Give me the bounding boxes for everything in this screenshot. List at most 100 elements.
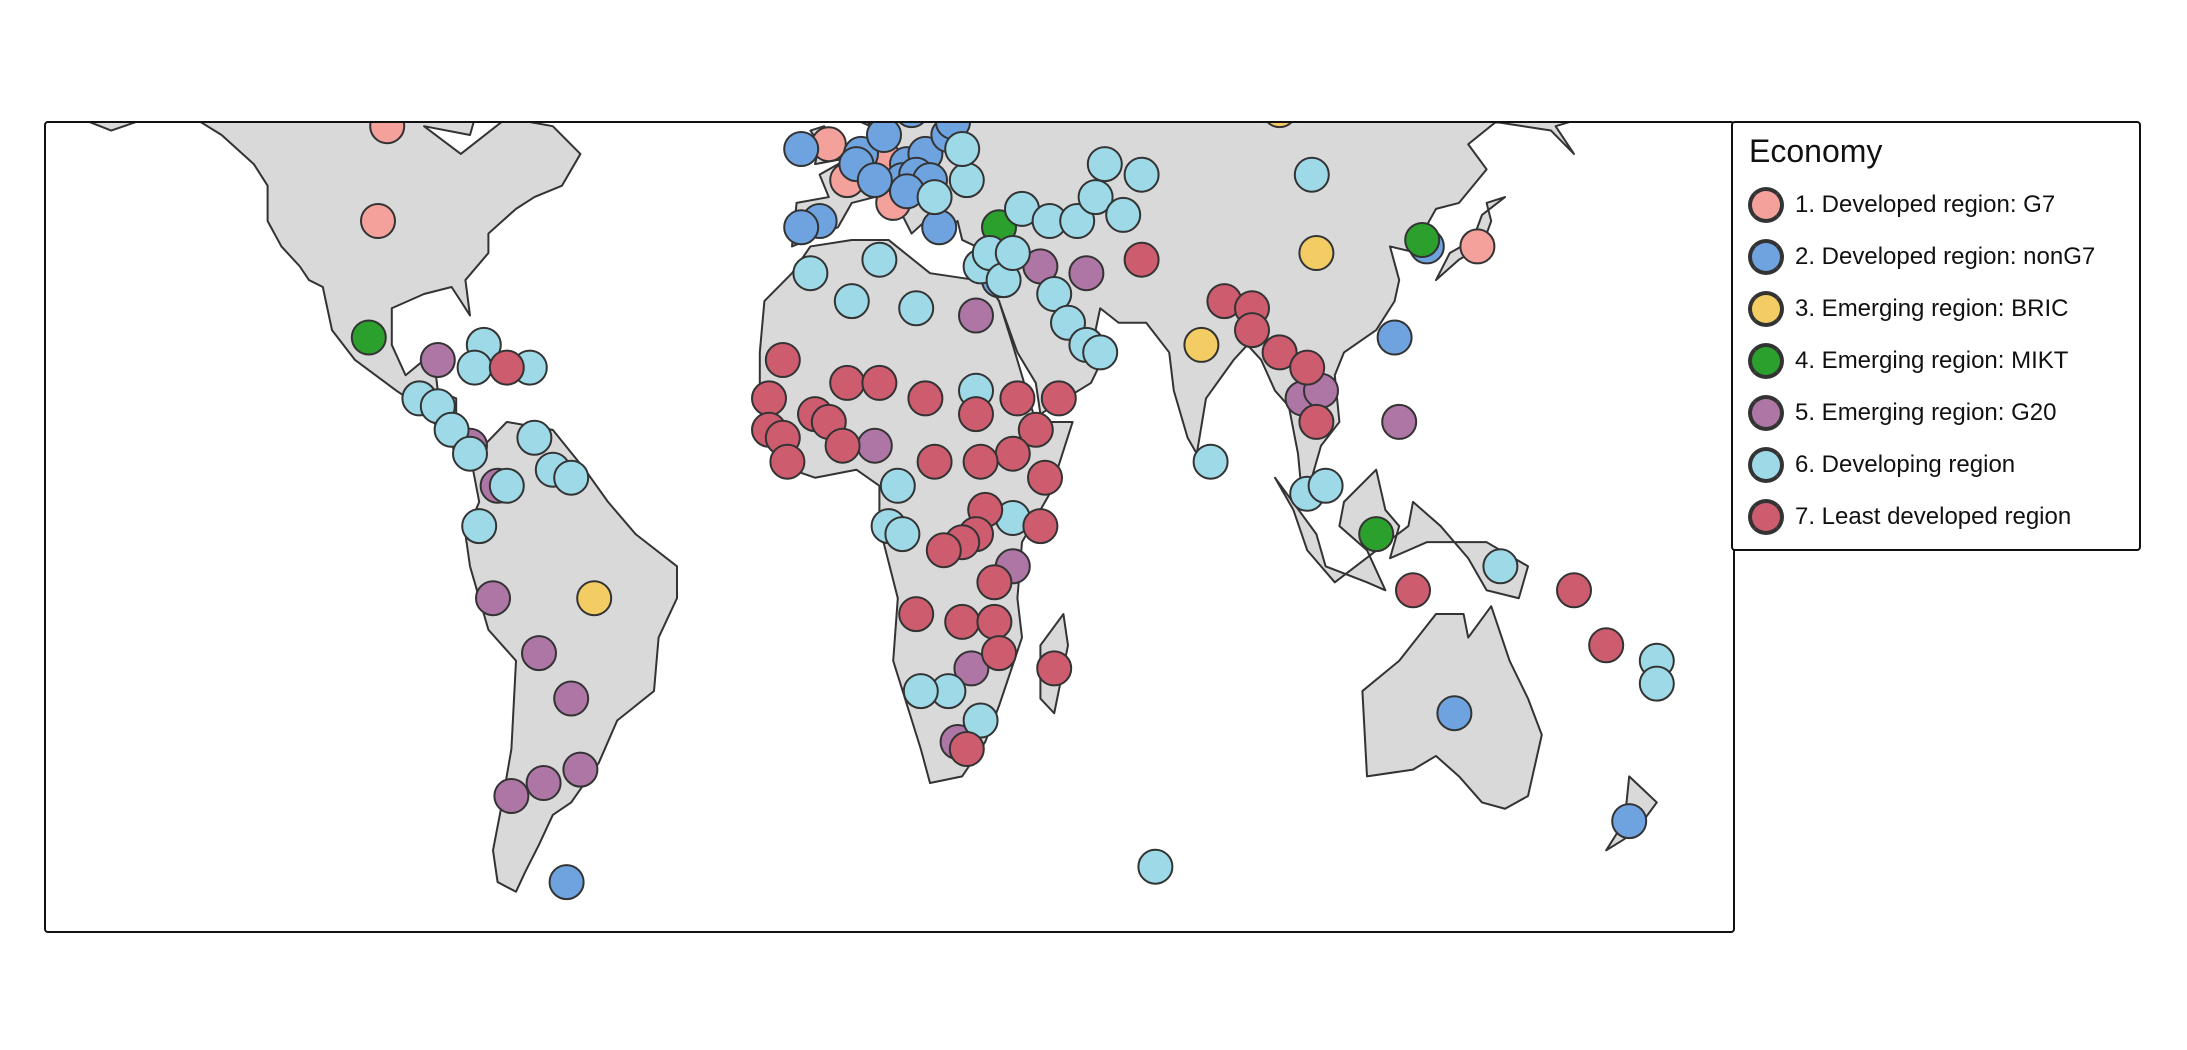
legend-item-6: 6. Developing region xyxy=(1745,445,2015,485)
legend-item-1: 1. Developed region: G7 xyxy=(1745,185,2055,225)
map-point-151 xyxy=(1395,572,1431,609)
map-point-50 xyxy=(493,778,530,814)
legend-label: 6. Developing region xyxy=(1795,451,2016,478)
map-point-68 xyxy=(516,419,553,456)
map-point-120 xyxy=(824,427,861,464)
map-point-47 xyxy=(553,680,590,717)
map-point-128 xyxy=(994,435,1031,472)
map-point-53 xyxy=(958,297,994,334)
map-point-126 xyxy=(999,380,1036,417)
legend-item-3: 3. Emerging region: BRIC xyxy=(1745,289,2068,329)
map-point-37 xyxy=(576,580,613,617)
map-point-40 xyxy=(1404,222,1441,258)
map-point-114 xyxy=(751,380,787,417)
map-point-93 xyxy=(1293,156,1330,193)
map-point-72 xyxy=(461,508,498,545)
map-point-140 xyxy=(981,635,1017,672)
map-point-85 xyxy=(994,235,1031,271)
map-point-89 xyxy=(1077,179,1114,216)
map-point-101 xyxy=(1192,443,1229,480)
legend-label: 2. Developed region: nonG7 xyxy=(1795,243,2096,270)
map-point-48 xyxy=(562,751,599,788)
map-point-10 xyxy=(899,123,925,129)
map-point-121 xyxy=(829,364,866,401)
map-point-122 xyxy=(861,364,898,401)
map-point-90 xyxy=(1105,196,1142,233)
map-point-139 xyxy=(976,603,1013,640)
map-point-65 xyxy=(433,411,470,448)
map-point-38 xyxy=(350,319,387,356)
legend-swatch-icon xyxy=(1745,444,1787,486)
map-point-97 xyxy=(1036,276,1073,312)
map-point-108 xyxy=(902,673,939,710)
map-point-0 xyxy=(369,123,406,145)
map-point-35 xyxy=(1298,235,1335,271)
map-point-142 xyxy=(1036,650,1073,687)
map-point-113 xyxy=(764,342,801,378)
map-point-71 xyxy=(553,459,590,496)
map-point-112 xyxy=(488,349,525,386)
map-point-78 xyxy=(879,467,916,504)
map-point-74 xyxy=(792,255,829,292)
map-point-103 xyxy=(1307,467,1344,504)
point-layer xyxy=(350,123,1675,901)
map-point-34 xyxy=(1267,123,1293,129)
map-point-6 xyxy=(1459,228,1496,265)
map-point-75 xyxy=(861,241,898,278)
map-point-45 xyxy=(475,580,511,617)
map-point-117 xyxy=(769,443,806,480)
map-point-144 xyxy=(1123,241,1160,278)
map-point-91 xyxy=(1086,146,1123,183)
map-point-14 xyxy=(866,123,902,153)
map-point-41 xyxy=(1358,516,1395,553)
indonesia-shape xyxy=(1274,468,1529,600)
map-point-152 xyxy=(1556,572,1592,609)
map-point-149 xyxy=(1289,349,1326,386)
map-point-136 xyxy=(925,532,962,569)
map-point-94 xyxy=(948,162,985,199)
map-point-49 xyxy=(525,765,562,801)
map-point-32 xyxy=(1611,803,1648,840)
map-point-141 xyxy=(898,596,935,633)
map-point-21 xyxy=(856,162,893,199)
map-point-129 xyxy=(962,443,999,480)
map-point-106 xyxy=(1638,665,1675,702)
map-point-46 xyxy=(521,635,557,672)
map-point-31 xyxy=(1436,695,1473,732)
legend-item-2: 2. Developed region: nonG7 xyxy=(1745,237,2095,277)
legend-label: 5. Emerging region: G20 xyxy=(1795,399,2057,426)
map-point-124 xyxy=(916,443,953,480)
map-point-92 xyxy=(1123,156,1160,193)
south-america-shape xyxy=(464,420,678,893)
legend-label: 7. Least developed region xyxy=(1795,503,2072,530)
legend-swatch-icon xyxy=(1745,392,1787,434)
map-point-12 xyxy=(783,131,820,167)
map-point-33 xyxy=(548,864,585,901)
legend-label: 1. Developed region: G7 xyxy=(1795,191,2056,218)
map-point-131 xyxy=(1022,508,1059,545)
map-point-100 xyxy=(1082,334,1119,371)
map-point-150 xyxy=(1298,403,1335,440)
legend-label: 4. Emerging region: MIKT xyxy=(1795,347,2069,374)
map-point-123 xyxy=(907,380,944,417)
map-point-30 xyxy=(1376,319,1413,356)
map-point-1 xyxy=(360,203,396,239)
legend-swatch-icon xyxy=(1745,184,1787,226)
legend-item-4: 4. Emerging region: MIKT xyxy=(1745,341,2068,381)
map-point-60 xyxy=(1381,403,1418,440)
map-point-153 xyxy=(1588,627,1625,664)
map-point-104 xyxy=(1482,548,1519,585)
map-point-137 xyxy=(976,564,1013,601)
map-point-132 xyxy=(1040,380,1077,417)
legend-swatch-icon xyxy=(1745,288,1787,330)
map-point-67 xyxy=(452,435,488,472)
world-map xyxy=(89,123,1675,901)
map-point-76 xyxy=(898,290,935,327)
map-point-56 xyxy=(953,650,990,687)
map-point-27 xyxy=(783,209,820,246)
map-point-125 xyxy=(958,396,994,433)
map-point-138 xyxy=(944,603,981,640)
map-panel xyxy=(44,121,1735,933)
map-point-95 xyxy=(916,179,953,216)
legend-swatch-icon xyxy=(1745,340,1787,382)
